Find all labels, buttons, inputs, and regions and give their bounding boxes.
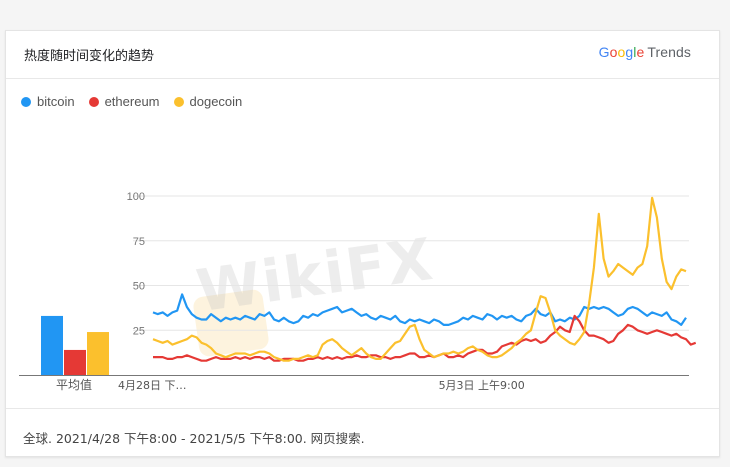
chart-area: 平均值 100 75 50 25 4月28日 下… 5月3日 上午9:00 <box>19 191 697 392</box>
brand-letter: l <box>633 44 637 60</box>
legend-dot-ethereum <box>88 96 99 107</box>
brand-letter: o <box>609 44 618 60</box>
legend-label-dogecoin: dogecoin <box>189 94 243 109</box>
series-line-ethereum <box>153 314 697 362</box>
google-wordmark: Google <box>599 44 645 60</box>
card-header: 热度随时间变化的趋势 Google Trends <box>6 31 719 79</box>
legend-dot-bitcoin <box>21 96 31 107</box>
card-footer: 全球. 2021/4/28 下午8:00 - 2021/5/5 下午8:00. … <box>6 408 719 457</box>
legend-item-ethereum[interactable]: ethereum <box>88 94 160 109</box>
y-tick-label: 50 <box>133 281 145 293</box>
series-line-bitcoin <box>152 293 687 326</box>
brand-letter: e <box>636 44 645 60</box>
y-tick-label: 25 <box>133 325 145 337</box>
legend-label-bitcoin: bitcoin <box>37 94 75 109</box>
brand-letter: o <box>617 44 626 60</box>
footer-caption: 全球. 2021/4/28 下午8:00 - 2021/5/5 下午8:00. … <box>23 431 365 446</box>
brand-letter: g <box>625 44 634 60</box>
legend-dot-dogecoin <box>173 96 184 107</box>
series-line-dogecoin <box>152 196 687 362</box>
x-tick-label: 4月28日 下… <box>118 379 187 392</box>
legend: bitcoin ethereum dogecoin <box>21 94 256 109</box>
y-tick-label: 75 <box>133 236 145 248</box>
legend-label-ethereum: ethereum <box>104 94 160 109</box>
legend-item-dogecoin[interactable]: dogecoin <box>173 94 243 109</box>
trends-card: 热度随时间变化的趋势 Google Trends bitcoin ethereum… <box>5 30 720 457</box>
x-tick-label: 5月3日 上午9:00 <box>439 379 525 392</box>
average-bar-dogecoin <box>87 332 109 375</box>
y-tick-label: 100 <box>127 191 145 203</box>
legend-item-bitcoin[interactable]: bitcoin <box>21 94 75 109</box>
google-trends-logo[interactable]: Google Trends <box>599 44 691 60</box>
average-bar-bitcoin <box>41 315 63 375</box>
bar-xlabel: 平均值 <box>56 377 92 392</box>
trends-wordmark: Trends <box>647 44 691 60</box>
average-bar-ethereum <box>64 349 86 375</box>
brand-letter: G <box>598 44 610 60</box>
chart-title: 热度随时间变化的趋势 <box>24 49 155 64</box>
